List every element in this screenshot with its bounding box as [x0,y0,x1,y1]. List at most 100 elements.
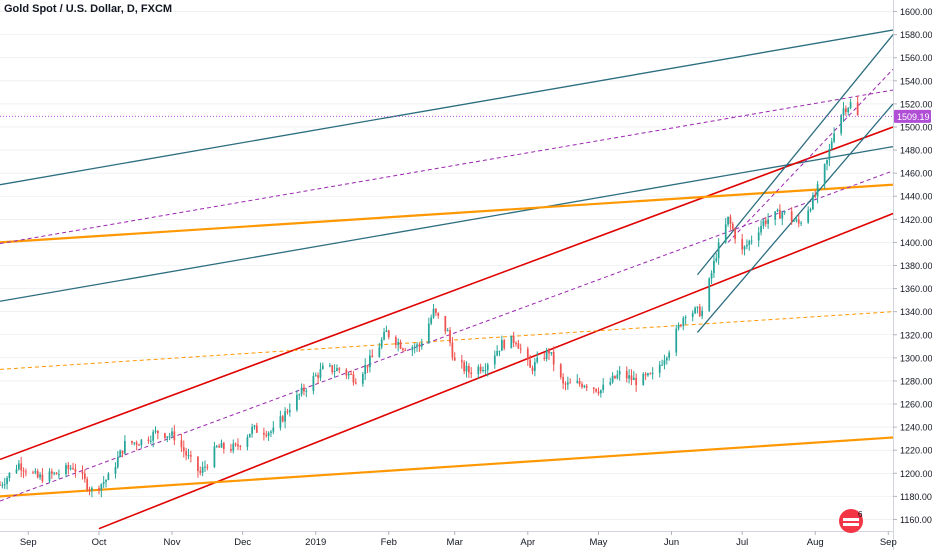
candle[interactable] [152,429,155,448]
candle[interactable] [180,434,183,452]
candle[interactable] [842,102,845,122]
candle[interactable] [218,443,221,448]
candle[interactable] [246,434,249,451]
candle[interactable] [609,377,612,386]
candle[interactable] [102,475,105,489]
candle[interactable] [338,367,341,374]
candle[interactable] [270,429,272,438]
candle[interactable] [34,468,37,475]
candle[interactable] [17,460,20,471]
candle[interactable] [724,217,727,244]
candle[interactable] [369,349,371,373]
candle[interactable] [418,342,421,353]
candle[interactable] [776,208,779,213]
trendline-orange-upper[interactable] [0,183,894,244]
candle[interactable] [543,352,546,361]
candle[interactable] [698,303,701,317]
candle[interactable] [107,471,110,481]
candle[interactable] [416,342,418,352]
candle[interactable] [826,159,828,171]
candle[interactable] [138,443,140,446]
candle[interactable] [486,362,489,377]
candle[interactable] [303,383,305,396]
candle[interactable] [632,371,635,381]
candle[interactable] [149,435,152,445]
tradingview-logo-icon[interactable]: 6 [838,508,864,534]
candle[interactable] [451,337,454,361]
candle[interactable] [477,364,480,379]
candle[interactable] [658,361,661,378]
candle[interactable] [444,315,447,335]
trendlines[interactable] [0,29,894,530]
candle[interactable] [74,463,77,478]
candle[interactable] [503,338,506,351]
candle[interactable] [498,350,501,357]
candle[interactable] [578,377,581,387]
candle[interactable] [397,338,400,352]
candle[interactable] [154,426,157,434]
candle[interactable] [519,343,522,354]
candle[interactable] [411,345,414,356]
candle[interactable] [823,163,826,190]
candle[interactable] [446,327,449,332]
candle[interactable] [435,308,437,316]
candle[interactable] [715,253,718,263]
candle[interactable] [86,476,89,492]
candle[interactable] [684,315,687,325]
candle[interactable] [25,468,27,477]
candle[interactable] [131,440,133,445]
candle[interactable] [328,362,331,368]
trendline-red-channel-upper[interactable] [0,126,894,461]
candle[interactable] [548,347,550,360]
candle[interactable] [764,216,767,227]
candle[interactable] [98,485,100,495]
candle[interactable] [661,359,663,366]
candle[interactable] [696,306,699,314]
candle[interactable] [22,467,25,479]
candle[interactable] [83,469,86,483]
candle[interactable] [239,444,242,451]
candle[interactable] [234,442,237,447]
candle[interactable] [463,360,466,375]
candle[interactable] [206,464,209,471]
candle[interactable] [800,221,802,227]
candle[interactable] [847,106,850,116]
candle[interactable] [727,216,729,227]
candle[interactable] [529,354,532,368]
candle[interactable] [48,468,51,483]
candle[interactable] [189,450,192,463]
candle[interactable] [493,350,496,369]
candle[interactable] [592,386,595,394]
candle[interactable] [352,370,355,386]
candle[interactable] [814,190,817,199]
candle[interactable] [41,468,44,483]
candle[interactable] [602,378,605,393]
candle[interactable] [642,372,645,386]
candle[interactable] [383,327,385,341]
candle[interactable] [717,238,720,265]
candle[interactable] [750,235,753,245]
candle[interactable] [647,372,649,377]
candle[interactable] [279,410,282,431]
candle[interactable] [757,227,760,247]
candle[interactable] [743,245,746,256]
candle[interactable] [708,277,711,313]
candle[interactable] [213,441,216,469]
candle[interactable] [272,421,275,435]
candle[interactable] [500,335,503,351]
candle[interactable] [830,138,833,151]
candle[interactable] [251,423,253,438]
candle[interactable] [668,350,671,361]
candle[interactable] [378,342,381,358]
candle[interactable] [67,462,70,475]
candle[interactable] [140,439,143,449]
candle[interactable] [36,468,39,479]
candle[interactable] [199,466,202,476]
candle[interactable] [496,345,499,357]
candle[interactable] [479,363,482,374]
candle[interactable] [644,371,647,380]
candle[interactable] [336,364,338,372]
candle[interactable] [844,105,847,116]
candle[interactable] [237,438,239,451]
candle[interactable] [734,227,737,244]
